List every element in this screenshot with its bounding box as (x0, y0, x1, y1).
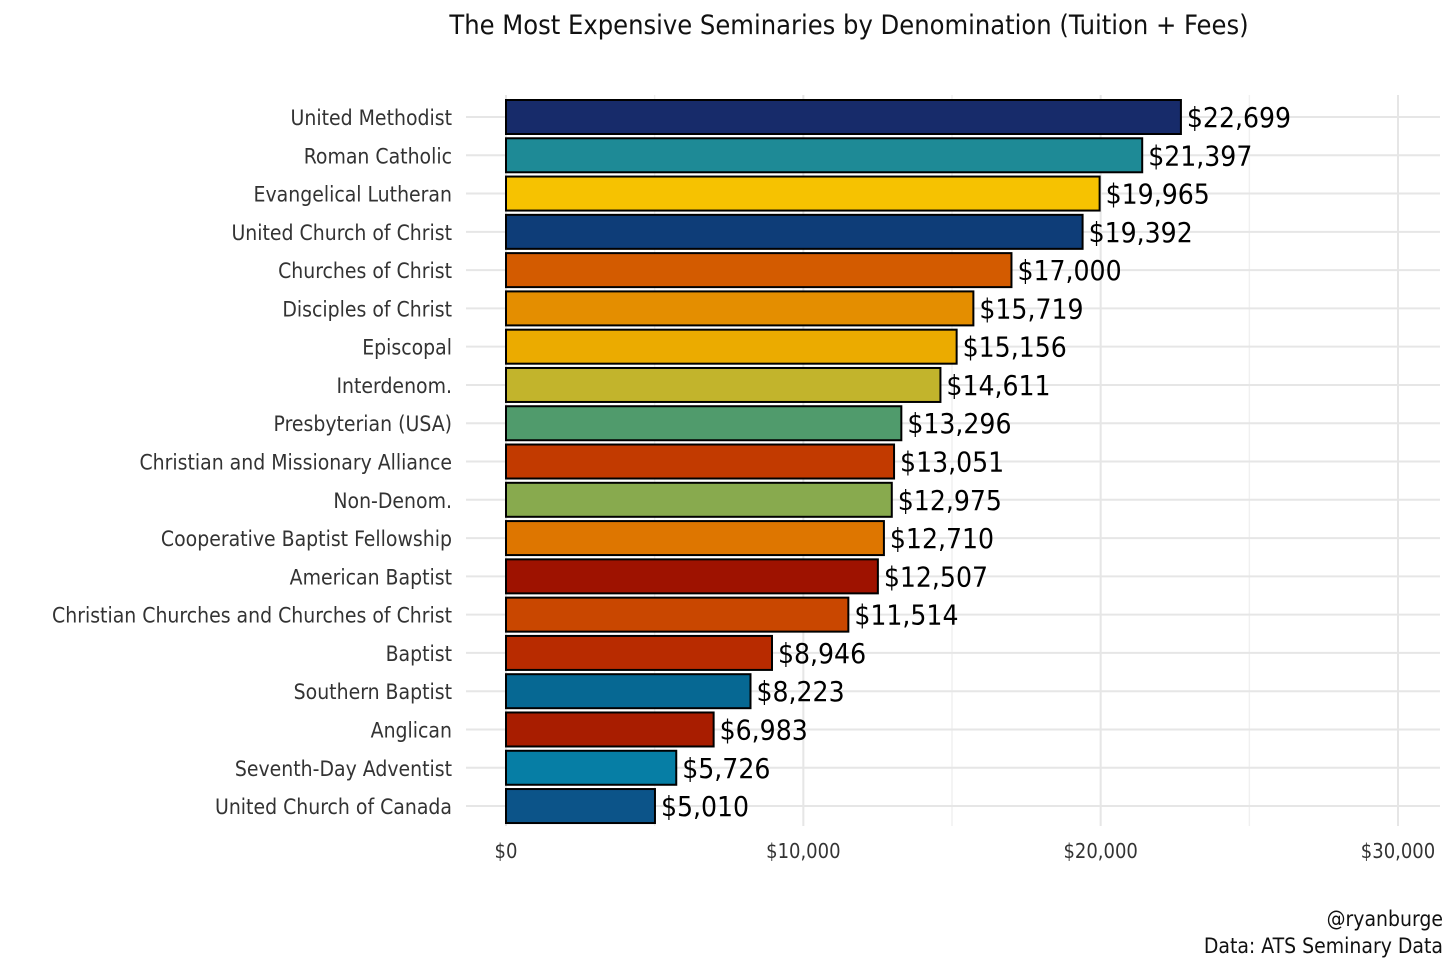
bar (505, 328, 958, 365)
value-label: $5,726 (682, 752, 770, 785)
category-label: Churches of Christ (278, 259, 452, 283)
value-label: $17,000 (1017, 254, 1121, 287)
value-label: $11,514 (854, 599, 958, 632)
category-label: Anglican (371, 718, 452, 742)
bar (505, 213, 1084, 250)
bar (505, 252, 1013, 289)
value-labels: $22,699 $21,397 $19,965 $19,392 $17,000 $15,7… (661, 101, 1291, 823)
bar (505, 443, 896, 480)
category-label: Cooperative Baptist Fellowship (161, 527, 452, 551)
x-tick-label: $30,000 (1361, 839, 1435, 863)
caption-handle: @ryanburge (1327, 907, 1443, 931)
bar (505, 137, 1144, 174)
value-label: $13,296 (907, 407, 1011, 440)
category-label: Interdenom. (336, 374, 452, 398)
value-label: $5,010 (661, 790, 749, 823)
bar (505, 175, 1101, 212)
bar (505, 290, 975, 327)
x-tick-label: $20,000 (1063, 839, 1137, 863)
value-label: $22,699 (1187, 101, 1291, 134)
category-label: Presbyterian (USA) (274, 412, 452, 436)
x-tick-label: $0 (495, 839, 518, 863)
category-label: United Church of Canada (215, 795, 452, 819)
category-label: Disciples of Christ (282, 297, 452, 321)
value-label: $8,223 (756, 675, 844, 708)
value-label: $13,051 (900, 446, 1004, 479)
bar (505, 366, 942, 403)
bar (505, 99, 1182, 135)
bar (505, 405, 903, 442)
value-label: $12,507 (884, 560, 988, 593)
value-label: $19,965 (1106, 178, 1210, 211)
category-label: Baptist (386, 642, 452, 666)
category-label: Non-Denom. (333, 489, 452, 513)
bar (505, 711, 715, 748)
bar (505, 596, 850, 633)
category-labels: United Methodist Roman Catholic Evangelica… (52, 106, 452, 819)
value-label: $19,392 (1089, 216, 1193, 249)
category-label: Christian and Missionary Alliance (139, 451, 452, 475)
category-label: American Baptist (290, 565, 452, 589)
category-label: Southern Baptist (294, 680, 452, 704)
bar (505, 788, 656, 825)
value-label: $15,156 (963, 331, 1067, 364)
category-label: Roman Catholic (304, 144, 452, 168)
x-axis-tick-labels: $0 $10,000 $20,000 $30,000 (495, 839, 1436, 863)
category-label: United Church of Christ (231, 221, 452, 245)
category-label: Christian Churches and Churches of Chris… (52, 604, 452, 628)
caption-source: Data: ATS Seminary Data (1204, 934, 1443, 958)
value-label: $15,719 (979, 292, 1083, 325)
value-label: $8,946 (778, 637, 866, 670)
value-label: $14,611 (946, 369, 1050, 402)
bar (505, 520, 885, 557)
category-label: Seventh-Day Adventist (235, 757, 452, 781)
value-label: $12,975 (898, 484, 1002, 517)
category-label: United Methodist (291, 106, 452, 130)
chart-title: The Most Expensive Seminaries by Denomin… (448, 10, 1248, 41)
value-label: $12,710 (890, 522, 994, 555)
category-label: Episcopal (362, 336, 452, 360)
bar (505, 634, 773, 671)
x-tick-label: $10,000 (766, 839, 840, 863)
bar (505, 673, 752, 710)
category-label: Evangelical Lutheran (254, 183, 452, 207)
bars (505, 99, 1182, 825)
value-label: $6,983 (720, 713, 808, 746)
value-label: $21,397 (1148, 139, 1252, 172)
bar (505, 749, 678, 786)
bar (505, 558, 879, 595)
bar (505, 481, 893, 518)
